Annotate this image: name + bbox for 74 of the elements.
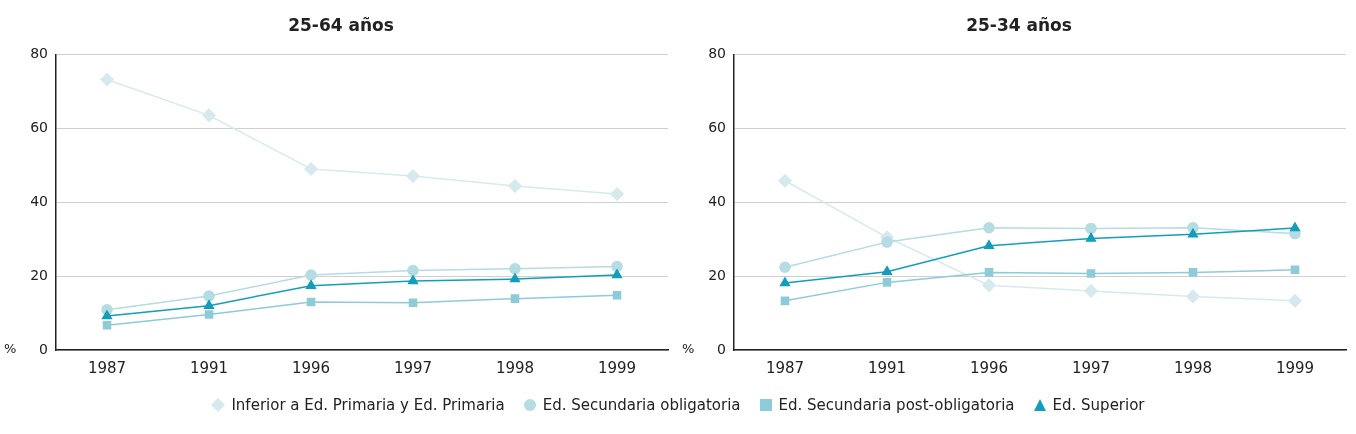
point [509, 273, 521, 283]
point [1085, 222, 1097, 235]
point [203, 290, 215, 302]
point [882, 278, 892, 287]
legend-label: Ed. Superior [1052, 396, 1145, 414]
point [779, 261, 791, 273]
chart-title: 25-34 años [966, 14, 1072, 35]
point [101, 310, 113, 320]
x-tick-label: 1997 [1071, 358, 1111, 377]
point [305, 279, 317, 289]
x-tick-label: 1996 [969, 358, 1009, 377]
point [983, 221, 995, 234]
point [508, 179, 522, 193]
point [983, 240, 995, 250]
point [510, 294, 520, 303]
point [611, 269, 623, 279]
point [1290, 265, 1300, 275]
point [408, 298, 418, 307]
point [778, 174, 792, 188]
x-tick-label: 1998 [495, 358, 535, 377]
x-tick-label: 1987 [87, 358, 127, 377]
legend-label: Ed. Secundaria post-obligatoria [778, 396, 1015, 414]
legend-label: Inferior a Ed. Primaria y Ed. Primaria [231, 396, 505, 414]
y-tick-label: 80 [708, 45, 726, 62]
point [612, 291, 622, 300]
point [780, 296, 790, 306]
x-tick-label: 1996 [291, 358, 331, 377]
chart-title: 25-64 años [288, 14, 394, 35]
point [1188, 268, 1198, 277]
point [1084, 284, 1098, 298]
point [306, 297, 316, 307]
x-tick-label: 1991 [189, 358, 229, 377]
point [984, 268, 994, 277]
point [1289, 222, 1301, 232]
y-axis-title: % [4, 341, 17, 357]
y-tick-label: 80 [30, 45, 48, 62]
point [881, 265, 893, 275]
y-axis-title: % [682, 341, 695, 357]
point [304, 162, 318, 176]
point [1187, 228, 1199, 238]
point [881, 236, 893, 248]
point [407, 264, 419, 277]
point [610, 187, 624, 201]
point [305, 269, 317, 281]
legend-label: Ed. Secundaria obligatoria [542, 396, 741, 414]
x-tick-label: 1998 [1173, 358, 1213, 377]
point [1186, 289, 1200, 304]
x-tick-label: 1987 [765, 358, 805, 377]
point [1085, 232, 1097, 242]
point [611, 260, 623, 273]
y-tick-label: 60 [30, 118, 48, 135]
y-tick-label: 40 [30, 192, 48, 209]
y-tick-label: 40 [708, 192, 726, 209]
point [204, 310, 214, 319]
y-tick-label: 20 [30, 266, 48, 283]
x-tick-label: 1999 [597, 358, 637, 377]
y-tick-label: 0 [39, 340, 48, 357]
y-tick-label: 0 [717, 340, 726, 357]
y-tick-label: 20 [708, 266, 726, 283]
y-tick-label: 60 [708, 118, 726, 135]
point [102, 320, 112, 330]
point [202, 108, 216, 123]
point [407, 275, 419, 285]
point [982, 278, 996, 293]
point [203, 299, 215, 309]
x-tick-label: 1997 [393, 358, 433, 377]
point [509, 262, 521, 275]
x-tick-label: 1999 [1275, 358, 1315, 377]
point [779, 277, 791, 287]
point [1288, 294, 1302, 308]
x-tick-label: 1991 [867, 358, 907, 377]
point [1086, 269, 1096, 278]
point [100, 72, 114, 87]
point [406, 169, 420, 183]
